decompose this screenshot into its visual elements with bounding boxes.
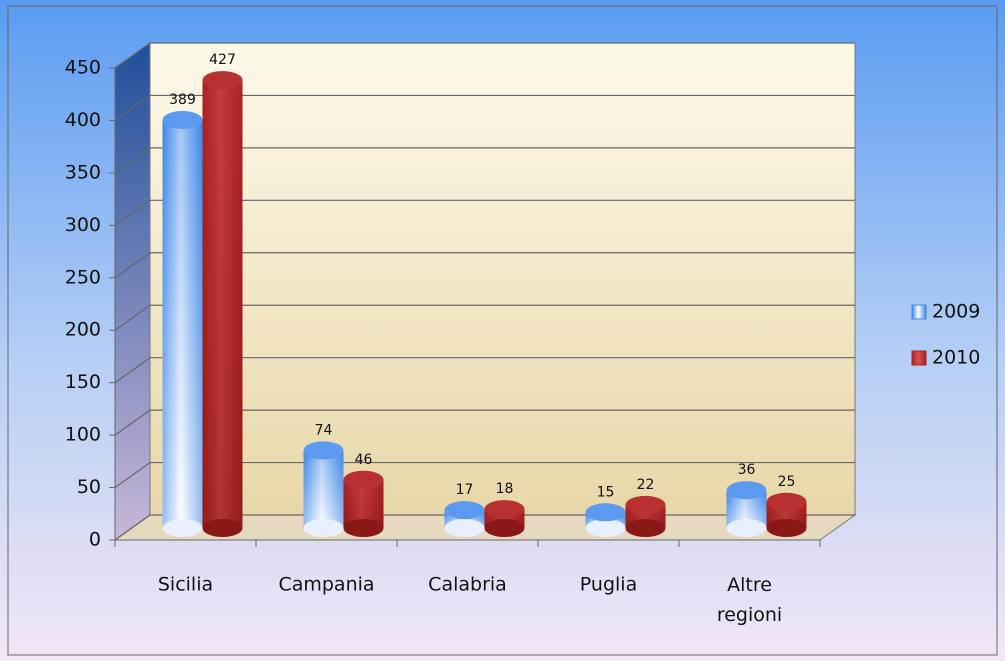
side-wall xyxy=(114,42,151,541)
legend-label: 2009 xyxy=(932,301,980,323)
y-tick-label: 100 xyxy=(65,424,101,446)
grid-line xyxy=(114,252,855,279)
value-label: 17 xyxy=(456,482,474,498)
grid-line xyxy=(114,304,855,331)
cylinder xyxy=(444,501,485,537)
grid-line xyxy=(114,461,855,489)
bar-top xyxy=(726,481,767,500)
y-tick-label: 350 xyxy=(65,161,101,183)
cylinder xyxy=(585,503,626,537)
bar-top xyxy=(444,501,485,520)
bar-bottom xyxy=(162,519,203,537)
bar-bottom xyxy=(343,519,384,537)
back-wall xyxy=(149,42,856,516)
bar-top xyxy=(343,470,384,489)
cylinder xyxy=(303,441,344,537)
bar-top xyxy=(625,495,666,514)
y-tick-label: 0 xyxy=(89,529,101,551)
x-tick-label: Calabria xyxy=(428,574,507,596)
bar-bottom xyxy=(766,519,807,537)
y-tick-label: 450 xyxy=(65,57,101,79)
value-label: 427 xyxy=(209,52,236,68)
cylinder xyxy=(343,470,384,537)
bar-shade xyxy=(303,450,344,528)
bar-top xyxy=(766,492,807,511)
grid-line xyxy=(114,42,855,69)
value-label: 36 xyxy=(738,462,756,478)
bar-bottom xyxy=(484,519,525,537)
bar-shade xyxy=(202,80,243,528)
bar-top xyxy=(484,500,525,519)
cylinder xyxy=(202,71,243,537)
x-tick-label: Sicilia xyxy=(158,574,213,596)
y-tick-label: 150 xyxy=(65,371,101,393)
y-tick-label: 250 xyxy=(65,266,101,288)
cylinder xyxy=(766,492,807,537)
value-label: 18 xyxy=(496,481,514,497)
grid-line xyxy=(114,94,855,121)
y-tick-label: 400 xyxy=(65,109,101,131)
value-label: 46 xyxy=(355,452,373,468)
y-tick-label: 50 xyxy=(77,476,101,498)
cylinder xyxy=(162,110,203,537)
grid-line xyxy=(114,357,855,384)
y-tick-label: 200 xyxy=(65,319,101,341)
frame xyxy=(7,5,998,656)
cylinder xyxy=(625,495,666,537)
bar-top xyxy=(162,110,203,129)
grid-line xyxy=(114,147,855,174)
bar-top xyxy=(585,503,626,522)
cylinder xyxy=(726,481,767,537)
legend-label: 2010 xyxy=(932,347,980,369)
bar-shade xyxy=(162,119,203,528)
legend-swatch xyxy=(911,350,927,366)
value-label: 22 xyxy=(637,477,655,493)
value-label: 15 xyxy=(597,484,615,500)
bar-bottom xyxy=(585,519,626,537)
bar-bottom xyxy=(726,519,767,537)
value-label: 389 xyxy=(169,92,196,108)
x-tick-label: Puglia xyxy=(580,574,637,596)
bar-top xyxy=(202,71,243,90)
x-tick-label: Altre regioni xyxy=(717,574,782,626)
value-label: 74 xyxy=(315,422,333,438)
x-tick-label: Campania xyxy=(278,574,374,596)
bar-bottom xyxy=(303,519,344,537)
grid-line xyxy=(114,409,855,436)
legend-swatch xyxy=(911,304,927,320)
cylinder xyxy=(484,500,525,537)
bar-bottom xyxy=(444,519,485,537)
y-tick-label: 300 xyxy=(65,214,101,236)
bar-top xyxy=(303,441,344,460)
grid-line xyxy=(114,199,855,226)
bar-bottom xyxy=(625,519,666,537)
bar-bottom xyxy=(202,519,243,537)
value-label: 25 xyxy=(778,474,796,490)
